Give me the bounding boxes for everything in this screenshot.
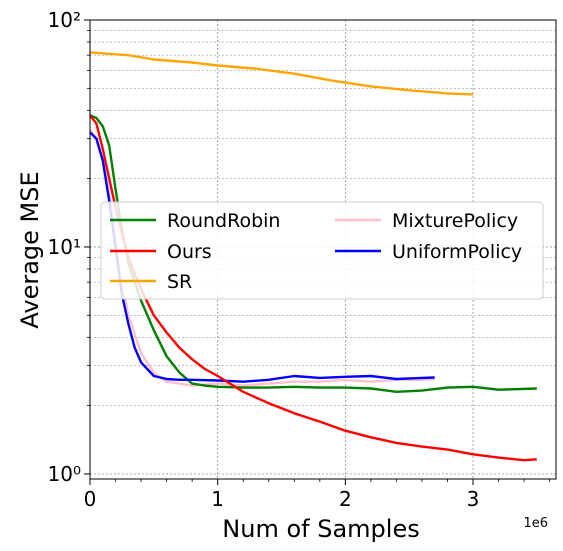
y-tick-label: 10¹ [48,235,81,259]
legend-label: MixturePolicy [392,210,518,232]
x-axis-multiplier: 1e6 [523,516,548,531]
y-axis: 10⁰ 10¹ 10² [48,8,90,486]
y-axis-label: Average MSE [16,171,44,328]
plot-frame [89,19,557,480]
x-axis: 0 1 2 3 [84,479,551,511]
legend-label: RoundRobin [167,210,280,232]
x-tick-label: 1 [211,487,224,511]
y-tick-label: 10⁰ [48,462,81,486]
legend-label: UniformPolicy [392,241,522,263]
series-line-sr [89,51,474,96]
legend: RoundRobin Ours SR MixturePolicy UniformPoli… [100,201,544,300]
series-line-roundrobin [89,114,537,393]
legend-label: SR [167,271,192,293]
x-tick-label: 0 [84,487,97,511]
y-tick-label: 10² [48,8,81,32]
x-tick-label: 2 [339,487,352,511]
x-axis-label: Num of Samples [222,515,419,543]
legend-box [100,201,544,300]
x-tick-label: 3 [467,487,480,511]
legend-label: Ours [167,241,212,263]
